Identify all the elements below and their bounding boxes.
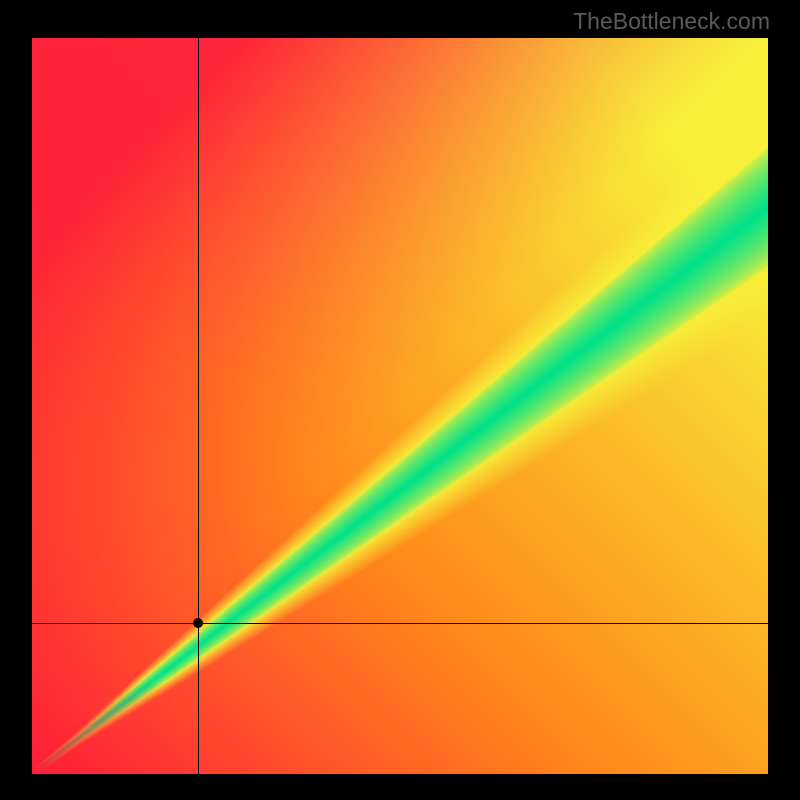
- heatmap-plot-area: [32, 38, 768, 774]
- crosshair-vertical: [198, 38, 199, 774]
- chart-container: { "attribution": { "text": "TheBottlenec…: [0, 0, 800, 800]
- crosshair-horizontal: [32, 623, 768, 624]
- heatmap-canvas: [32, 38, 768, 774]
- attribution-text: TheBottleneck.com: [573, 8, 770, 35]
- crosshair-marker: [193, 618, 203, 628]
